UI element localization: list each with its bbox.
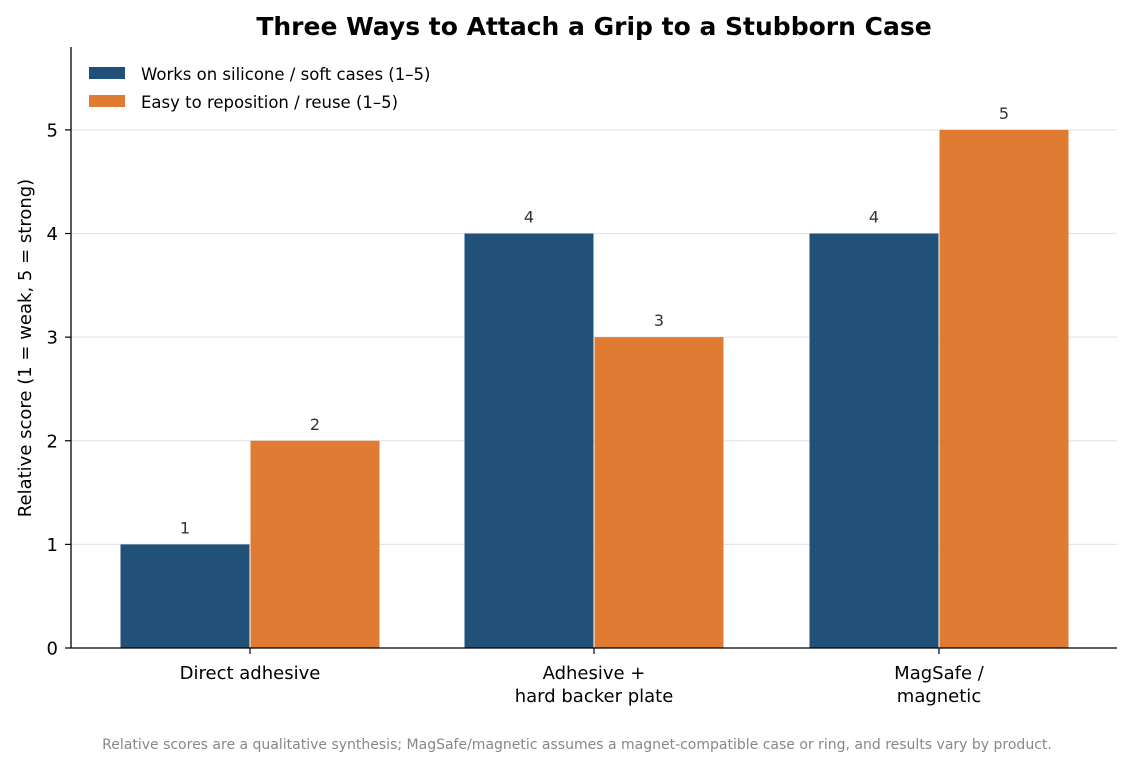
data-label: 5 xyxy=(999,104,1009,123)
legend-label-soft-cases: Works on silicone / soft cases (1–5) xyxy=(141,65,430,84)
y-tick-label: 1 xyxy=(47,535,58,556)
data-label: 4 xyxy=(524,208,534,227)
data-label: 2 xyxy=(310,415,320,434)
y-tick-label: 0 xyxy=(47,639,58,660)
y-axis-label: Relative score (1 = weak, 5 = strong) xyxy=(15,179,36,517)
bar xyxy=(939,129,1069,648)
y-tick-label: 5 xyxy=(47,120,58,141)
bar xyxy=(594,337,724,648)
y-tick-label: 3 xyxy=(47,328,58,349)
y-tick-label: 4 xyxy=(47,224,58,245)
legend-swatch-soft-cases xyxy=(89,67,125,79)
footnote: Relative scores are a qualitative synthe… xyxy=(102,737,1052,753)
bar xyxy=(464,233,594,648)
data-label: 1 xyxy=(180,518,190,537)
y-tick-label: 2 xyxy=(47,431,58,452)
bar xyxy=(250,440,380,648)
x-tick-label: Adhesive + hard backer plate xyxy=(515,663,674,707)
data-labels: 1 2 4 3 4 5 xyxy=(180,104,1009,537)
chart-title: Three Ways to Attach a Grip to a Stubbor… xyxy=(256,12,931,41)
bar xyxy=(809,233,939,648)
bars xyxy=(120,129,1069,648)
legend-label-reposition: Easy to reposition / reuse (1–5) xyxy=(141,93,398,112)
legend-swatch-reposition xyxy=(89,95,125,107)
y-ticks: 0 1 2 3 4 5 xyxy=(47,120,71,660)
x-tick-label: Direct adhesive xyxy=(180,663,321,684)
data-label: 4 xyxy=(869,208,879,227)
bar xyxy=(120,544,250,648)
data-label: 3 xyxy=(654,311,664,330)
x-ticks: Direct adhesive Adhesive + hard backer pla… xyxy=(180,648,985,707)
legend: Works on silicone / soft cases (1–5) Eas… xyxy=(89,65,430,112)
x-tick-label: MagSafe / magnetic xyxy=(894,663,985,707)
